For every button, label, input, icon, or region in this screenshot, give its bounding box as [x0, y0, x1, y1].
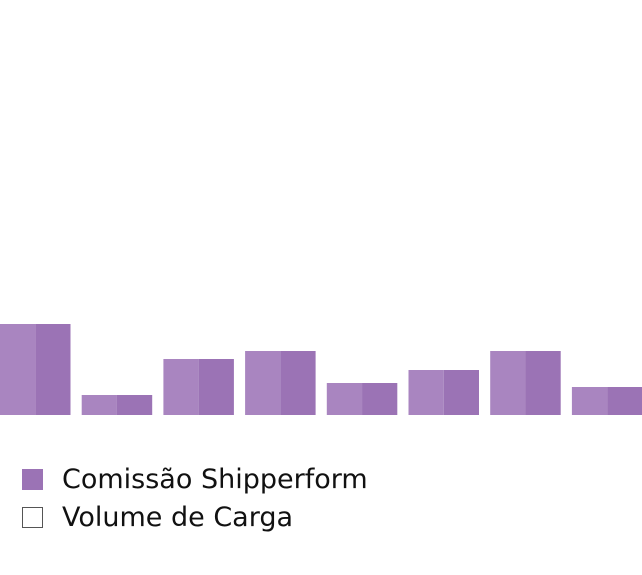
- bar-8[interactable]: [571, 387, 642, 415]
- bar-6-left-half: [408, 370, 444, 415]
- bar-4[interactable]: [245, 351, 316, 415]
- bar-4-left-half: [245, 351, 281, 415]
- bar-8-right-half: [607, 387, 642, 415]
- bar-6[interactable]: [408, 370, 480, 415]
- bar-1-left-half: [0, 324, 36, 415]
- bar-5-right-half: [362, 383, 398, 415]
- bar-2-right-half: [116, 395, 153, 415]
- bar-1-right-half: [35, 324, 71, 415]
- bar-7-left-half: [490, 351, 526, 415]
- bar-7[interactable]: [490, 351, 561, 415]
- bar-1[interactable]: [0, 324, 71, 415]
- bar-4-right-half: [280, 351, 316, 415]
- bar-3[interactable]: [163, 359, 234, 415]
- legend-item-volume[interactable]: Volume de Carga: [22, 498, 368, 536]
- legend-label-comissao: Comissão Shipperform: [62, 463, 368, 495]
- bar-chart: [0, 324, 642, 415]
- bar-3-right-half: [198, 359, 234, 415]
- bar-3-left-half: [163, 359, 199, 415]
- legend-item-comissao[interactable]: Comissão Shipperform: [22, 460, 368, 498]
- bar-6-right-half: [443, 370, 479, 415]
- legend-label-volume: Volume de Carga: [62, 501, 294, 533]
- bar-5-left-half: [326, 383, 363, 415]
- legend-swatch-volume: [22, 506, 43, 528]
- bar-2-left-half: [81, 395, 117, 415]
- bar-5[interactable]: [326, 383, 398, 415]
- bar-8-left-half: [571, 387, 608, 415]
- legend-swatch-comissao: [22, 468, 43, 490]
- bar-2[interactable]: [81, 395, 153, 415]
- legend: Comissão Shipperform Volume de Carga: [22, 460, 368, 536]
- bar-7-right-half: [525, 351, 561, 415]
